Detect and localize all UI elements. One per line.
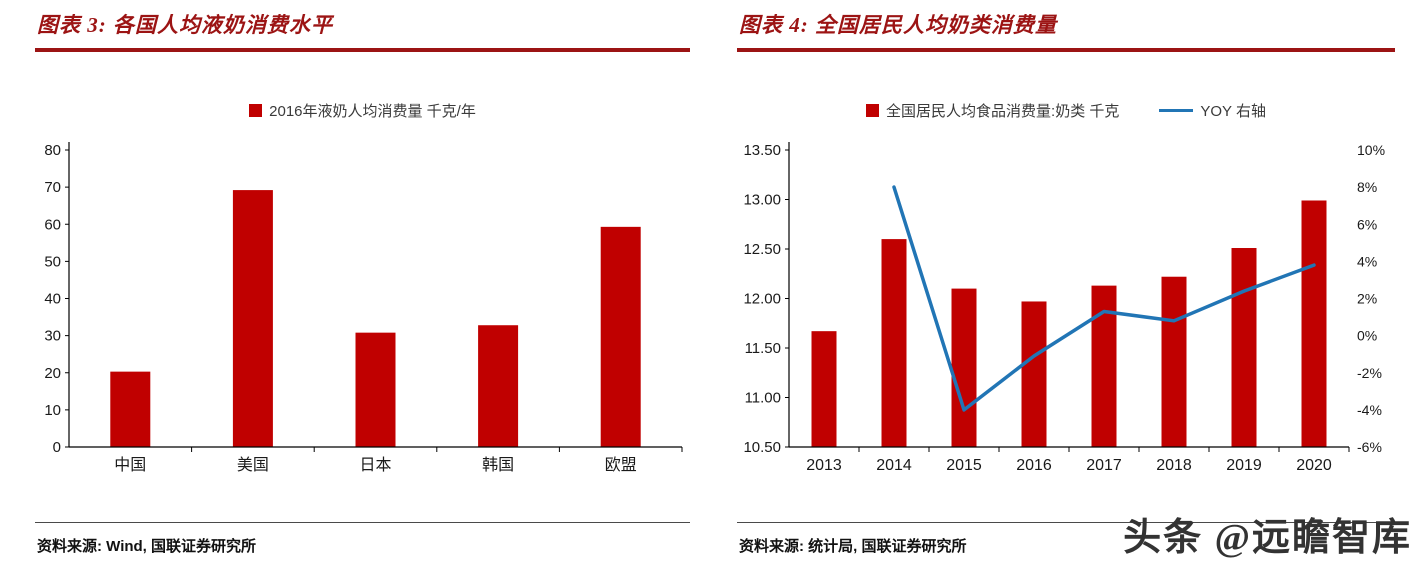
legend-label: YOY 右轴 [1200,102,1266,120]
left-y-tick-label: 12.00 [743,291,781,308]
x-category-label: 2014 [876,457,912,474]
bar [355,332,396,447]
chart3-title: 图表 3: 各国人均液奶消费水平 [35,6,690,52]
bar [881,239,907,447]
x-category-label: 2013 [806,457,842,474]
bar-swatch-icon [249,103,263,117]
bar [1021,301,1047,447]
chart3-source-text: 资料来源: Wind, 国联证券研究所 [37,538,257,555]
y-tick-label: 10 [44,402,61,419]
chart4-title: 图表 4: 全国居民人均奶类消费量 [737,6,1395,52]
right-y-tick-label: -4% [1357,402,1382,418]
bar [1231,248,1257,447]
x-category-label: 2019 [1226,457,1262,474]
bar [110,371,151,447]
bar [951,288,977,447]
left-y-tick-label: 13.00 [743,192,781,209]
legend-item-dairy-consumption: 全国居民人均食品消费量:奶类 千克 [866,100,1119,121]
bar [600,226,641,447]
x-category-label: 2017 [1086,457,1122,474]
right-y-tick-label: 4% [1357,253,1377,269]
legend-label: 全国居民人均食品消费量:奶类 千克 [886,102,1120,120]
y-tick-label: 60 [44,216,61,233]
y-tick-label: 20 [44,365,61,382]
legend-item-liquid-milk: 2016年液奶人均消费量 千克/年 [249,100,476,121]
bar-swatch-icon [866,103,880,117]
x-category-label: 韩国 [482,456,514,474]
y-tick-label: 0 [53,439,61,456]
bar [1161,276,1187,447]
chart4-source-row: 资料来源: 统计局, 国联证券研究所 [737,522,1395,556]
right-y-tick-label: 10% [1357,142,1385,158]
y-tick-label: 80 [44,142,61,159]
right-y-tick-label: 6% [1357,216,1377,232]
x-category-label: 2016 [1016,457,1052,474]
y-tick-label: 40 [44,291,61,308]
x-category-label: 欧盟 [605,456,637,474]
left-y-tick-label: 11.00 [745,390,781,407]
right-y-tick-label: -2% [1357,365,1382,381]
chart3-source-row: 资料来源: Wind, 国联证券研究所 [35,522,690,556]
bar [478,325,519,447]
left-y-tick-label: 11.50 [745,340,781,357]
chart3-legend: 2016年液奶人均消费量 千克/年 [35,100,690,120]
left-y-tick-label: 13.50 [743,142,781,159]
y-tick-label: 30 [44,328,61,345]
x-category-label: 2020 [1296,457,1332,474]
bar [232,190,273,447]
left-y-tick-label: 12.50 [743,241,781,258]
right-y-tick-label: 8% [1357,179,1377,195]
legend-item-yoy: YOY 右轴 [1159,100,1266,121]
watermark: 头条 @远瞻智库 [1123,517,1412,559]
bar [811,331,837,447]
x-category-label: 日本 [359,456,391,474]
chart4-legend: 全国居民人均食品消费量:奶类 千克 YOY 右轴 [737,100,1395,120]
right-y-tick-label: 0% [1357,328,1377,344]
right-y-tick-label: -6% [1357,439,1382,455]
y-tick-label: 70 [44,179,61,196]
y-tick-label: 50 [44,253,61,270]
right-y-tick-label: 2% [1357,291,1377,307]
bar [1301,200,1327,447]
yoy-line [892,185,1316,412]
chart3-panel: 图表 3: 各国人均液奶消费水平 2016年液奶人均消费量 千克/年 0 10 20… [35,6,690,556]
left-y-tick-label: 10.50 [743,439,781,456]
x-category-label: 中国 [114,456,146,474]
chart3-canvas: 0 10 20 30 40 50 60 70 80 中国 美国 日本 韩国 欧盟 [44,142,683,474]
legend-label: 2016年液奶人均消费量 千克/年 [269,102,476,120]
chart4-canvas: 13.50 13.00 12.50 12.00 11.50 11.00 10.50 10% 8%… [743,142,1385,474]
x-category-label: 美国 [237,456,269,474]
x-category-label: 2015 [946,457,982,474]
chart4-source-text: 资料来源: 统计局, 国联证券研究所 [739,538,967,555]
line-swatch-icon [1159,108,1194,112]
x-category-label: 2018 [1156,457,1192,474]
chart4-panel: 图表 4: 全国居民人均奶类消费量 全国居民人均食品消费量:奶类 千克 YOY … [737,6,1395,556]
